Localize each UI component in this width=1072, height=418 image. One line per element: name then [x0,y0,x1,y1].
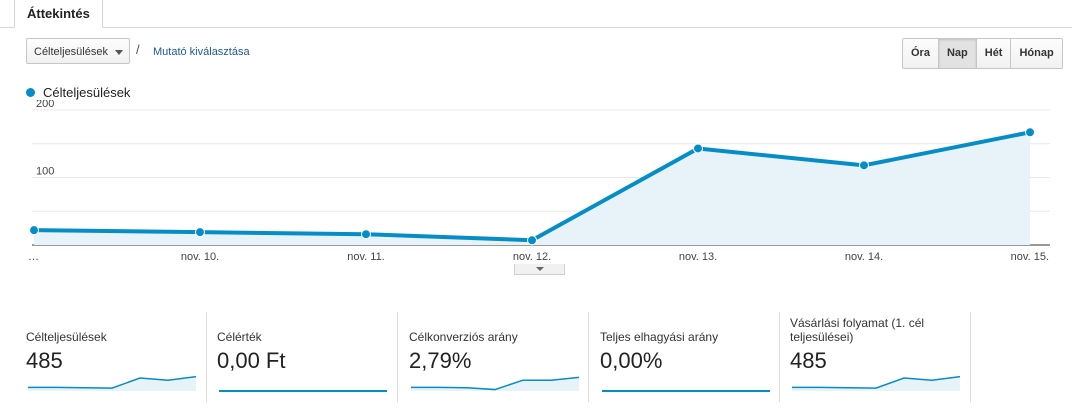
tab-bar: Áttekintés [0,0,1072,28]
collapse-arrow-icon [536,267,544,271]
sparkline-area [792,376,960,391]
sparkline [28,375,197,391]
period-hour-button[interactable]: Óra [903,39,939,68]
metric-value: 485 [26,348,63,373]
data-point [859,160,869,171]
metric-card[interactable]: Célkonverziós arány 2,79% [409,312,593,404]
metric-card[interactable]: Teljes elhagyási arány 0,00% [600,312,784,404]
metric-card[interactable]: Célteljesülések 485 [26,312,210,404]
metric-divider [779,312,780,402]
x-tick-label: nov. 15. [1011,251,1049,263]
sparkline [219,390,387,392]
tab-overview[interactable]: Áttekintés [14,0,103,28]
legend-dot-icon [26,88,35,97]
metric-divider [206,312,207,402]
metric-value: 0,00 Ft [217,348,286,373]
x-tick-label: nov. 12. [513,251,551,263]
period-month-button[interactable]: Hónap [1011,39,1062,68]
y-tick-label: 100 [36,166,54,178]
metric-divider [397,312,398,402]
metric-select[interactable]: Célteljesülések [26,38,130,64]
metric-divider [588,312,589,402]
x-tick-label: nov. 13. [679,251,717,263]
period-selector: Óra Nap Hét Hónap [902,38,1063,69]
data-point [693,143,703,154]
chart-legend: Célteljesülések [26,85,130,100]
sparkline-line [792,375,961,389]
metric-label: Vásárlási folyamat (1. cél teljesülései) [790,316,925,344]
series-area [34,132,1030,245]
metric-select-label: Célteljesülések [34,46,108,58]
metric-value: 485 [790,348,827,373]
metric-label: Célteljesülések [26,330,107,344]
metric-divider [970,312,971,402]
chevron-down-icon [115,50,123,55]
data-point [195,227,205,238]
metric-label: Célkonverziós arány [409,330,518,344]
period-week-button[interactable]: Hét [976,39,1012,68]
x-tick-label: nov. 11. [347,251,385,263]
data-point [1025,127,1035,138]
data-point [29,225,39,236]
sparkline [792,375,961,391]
x-tick-label: nov. 10. [181,251,219,263]
metric-card[interactable]: Célérték 0,00 Ft [217,312,401,404]
x-tick-label: nov. 14. [845,251,883,263]
x-tick-label: … [28,251,39,263]
sparkline [602,390,770,392]
sparkline-area [28,376,196,391]
data-point [527,235,537,246]
sparkline-line [28,375,197,389]
metric-value: 2,79% [409,348,472,373]
sparkline [411,376,580,391]
data-point [361,229,371,240]
separator-slash: / [136,42,140,57]
metric-label: Teljes elhagyási arány [600,330,719,344]
legend-label: Célteljesülések [43,85,131,100]
metric-card[interactable]: Vásárlási folyamat (1. cél teljesülései)… [790,312,974,404]
period-day-button[interactable]: Nap [938,39,977,68]
chart-collapse-toggle[interactable] [514,264,565,275]
y-tick-label: 200 [36,100,54,110]
metric-value: 0,00% [600,348,663,373]
line-chart: 100 200 … nov. 10. nov. 11. nov. 12. nov. 13. n… [28,100,1050,263]
sparkline-line [411,376,580,391]
metric-label: Célérték [217,330,262,344]
select-metric-link[interactable]: Mutató kiválasztása [153,46,250,58]
